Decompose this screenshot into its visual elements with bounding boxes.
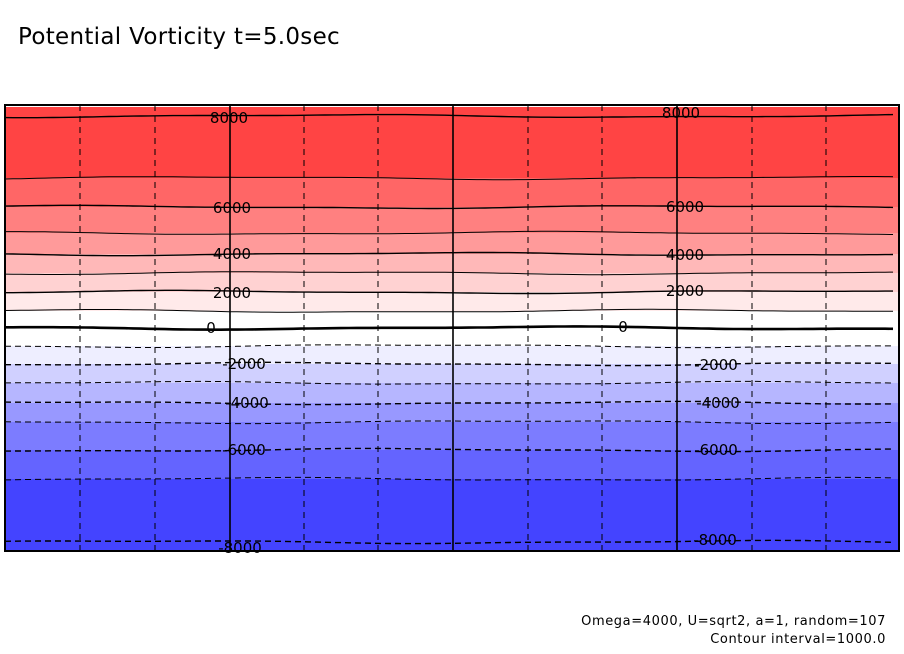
band-5000-to-6000 (5, 207, 899, 233)
contour-6000 (4, 204, 894, 210)
contour-label--4000: -4000 (225, 394, 269, 412)
contour-label--6000: -6000 (694, 441, 738, 459)
contour-4000 (4, 251, 894, 257)
contour-label-0: 0 (618, 318, 628, 336)
contour--1000 (4, 344, 893, 349)
contour-label--8000: -8000 (218, 539, 262, 557)
band--3000-to--2000 (5, 364, 899, 383)
contour-label-0: 0 (206, 319, 216, 337)
contour-0 (5, 325, 894, 331)
band-6000-to-7000 (5, 178, 899, 207)
contour-label--4000: -4000 (696, 394, 740, 412)
band--5000-to--4000 (5, 403, 899, 422)
contour-label--8000: -8000 (693, 531, 737, 549)
contour-label-2000: 2000 (213, 284, 251, 302)
contour-2000 (5, 289, 893, 295)
contour-label-4000: 4000 (666, 246, 704, 264)
contour--8000 (4, 539, 894, 545)
contour--5000 (4, 420, 894, 425)
contour-1000 (4, 308, 893, 313)
contour--6000 (4, 447, 893, 453)
band-3000-to-4000 (5, 254, 899, 273)
band-4000-to-5000 (5, 233, 899, 254)
contour-interval-note: Contour interval=1000.0 (710, 632, 886, 647)
contour--7000 (4, 476, 894, 481)
band--1000-to-0 (5, 328, 899, 346)
contour-label-4000: 4000 (213, 245, 251, 263)
plot-frame (4, 104, 900, 552)
band-0-to-1000 (5, 311, 899, 328)
contour-label--2000: -2000 (694, 356, 738, 374)
band-7000-to-9000 (5, 107, 899, 178)
contour-5000 (5, 230, 894, 235)
band--9000-to--7000 (5, 479, 899, 550)
contour-lines (4, 113, 894, 545)
band-2000-to-3000 (5, 273, 899, 292)
contour-label--2000: -2000 (222, 355, 266, 373)
band--7000-to--6000 (5, 450, 899, 479)
contour-7000 (4, 176, 894, 181)
contour-label-8000: 8000 (662, 104, 700, 122)
contour-labels: 8000 8000 6000 6000 4000 4000 2000 2000 0 0 -2000 -… (206, 104, 740, 557)
contour--3000 (4, 380, 894, 385)
contour--4000 (4, 400, 893, 406)
band--2000-to--1000 (5, 346, 899, 364)
contour--2000 (5, 361, 893, 367)
band-1000-to-2000 (5, 292, 899, 311)
band--4000-to--3000 (5, 383, 899, 403)
contour-label-6000: 6000 (666, 198, 704, 216)
parameters-note: Omega=4000, U=sqrt2, a=1, random=107 (581, 614, 886, 629)
contour-3000 (4, 271, 894, 276)
chart-title: Potential Vorticity t=5.0sec (18, 24, 340, 50)
contour-label-8000: 8000 (210, 109, 248, 127)
contour-label-6000: 6000 (213, 199, 251, 217)
contour-label--6000: -6000 (222, 441, 266, 459)
contour-8000 (4, 113, 894, 119)
contour-label-2000: 2000 (666, 282, 704, 300)
color-bands (5, 107, 899, 550)
band--6000-to--5000 (5, 422, 899, 450)
